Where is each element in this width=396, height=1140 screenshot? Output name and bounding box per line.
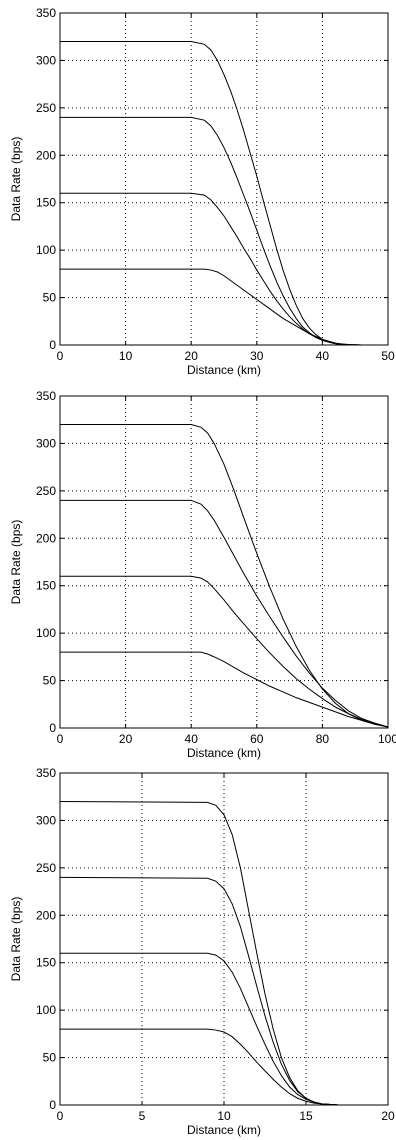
x-tick-label: 10 (217, 1109, 231, 1123)
y-tick-label: 250 (36, 101, 56, 115)
y-tick-label: 150 (36, 956, 56, 970)
y-tick-label: 200 (36, 531, 56, 545)
y-tick-label: 0 (49, 1098, 56, 1112)
series-line-2 (60, 116, 388, 346)
y-tick-label: 250 (36, 484, 56, 498)
x-tick-label: 10 (119, 349, 133, 363)
x-tick-label: 20 (381, 1109, 395, 1123)
x-tick-label: 40 (316, 349, 330, 363)
series-line-4 (60, 1028, 388, 1106)
y-tick-label: 200 (36, 908, 56, 922)
y-tick-label: 350 (36, 766, 56, 780)
y-tick-label: 150 (36, 196, 56, 210)
x-tick-label: 0 (57, 732, 64, 746)
y-tick-label: 50 (43, 674, 57, 688)
series-line-4 (60, 651, 389, 728)
chart-1: 0 10 20 30 40 50 0 50 100 150 200 250 300 350 Distance… (9, 6, 395, 377)
x-tick-label: 0 (57, 1109, 64, 1123)
y-tick-label: 300 (36, 813, 56, 827)
y-tick-label: 100 (36, 1003, 56, 1017)
y-axis-label: Data Rate (bps) (9, 520, 23, 605)
y-tick-label: 300 (36, 53, 56, 67)
series-line-3 (60, 575, 389, 728)
chart-2: 0 20 40 60 80 100 0 50 100 150 200 250 300 350 Distanc… (9, 389, 396, 760)
series-line-4 (60, 268, 388, 346)
y-axis-label: Data Rate (bps) (9, 137, 23, 222)
y-tick-label: 350 (36, 389, 56, 403)
y-tick-label: 50 (43, 291, 57, 305)
y-axis-label: Data Rate (bps) (9, 897, 23, 982)
y-tick-label: 0 (49, 721, 56, 735)
y-tick-label: 100 (36, 626, 56, 640)
plot-frame (59, 395, 389, 729)
y-tick-label: 100 (36, 243, 56, 257)
x-tick-label: 40 (185, 732, 199, 746)
y-tick-label: 50 (43, 1051, 57, 1065)
x-tick-label: 100 (378, 732, 396, 746)
y-tick-label: 300 (36, 436, 56, 450)
y-tick-label: 350 (36, 6, 56, 20)
x-axis-label: Distance (km) (187, 746, 261, 760)
chart-panel-1: 0 10 20 30 40 50 0 50 100 150 200 250 300 350 Distance… (0, 0, 396, 380)
series-line-2 (59, 876, 388, 1106)
x-axis-label: Distance (km) (187, 1123, 261, 1137)
y-tick-label: 250 (36, 861, 56, 875)
y-tick-label: 0 (49, 338, 56, 352)
x-tick-label: 20 (119, 732, 133, 746)
x-tick-label: 0 (57, 349, 64, 363)
x-tick-label: 60 (250, 732, 264, 746)
chart-panel-3: 0 5 10 15 20 0 50 100 150 200 250 300 350 Distance (k… (0, 760, 396, 1140)
y-tick-label: 150 (36, 579, 56, 593)
x-tick-label: 30 (250, 349, 264, 363)
x-tick-label: 80 (316, 732, 330, 746)
x-tick-label: 15 (299, 1109, 313, 1123)
chart-panel-2: 0 20 40 60 80 100 0 50 100 150 200 250 300 350 Distanc… (0, 383, 396, 763)
plot-frame (59, 12, 389, 346)
series-line-2 (60, 499, 389, 728)
x-tick-label: 5 (139, 1109, 146, 1123)
x-axis-label: Distance (km) (187, 363, 261, 377)
plot-frame (59, 772, 389, 1106)
x-tick-label: 20 (185, 349, 199, 363)
x-tick-label: 50 (381, 349, 395, 363)
y-tick-label: 200 (36, 148, 56, 162)
